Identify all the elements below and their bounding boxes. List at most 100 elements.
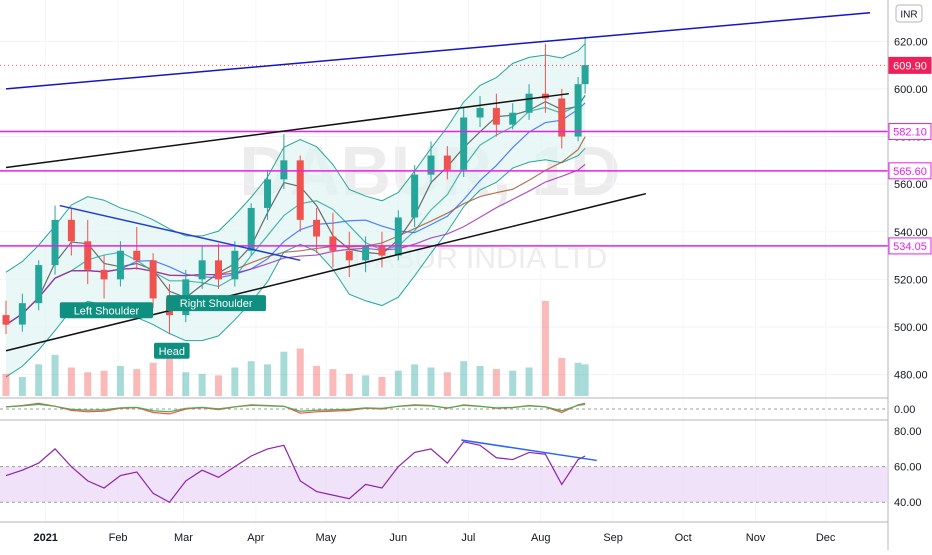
volume-bar (2, 373, 10, 396)
candle-body[interactable] (427, 155, 435, 175)
trendlines[interactable] (5, 12, 871, 352)
candle-body[interactable] (411, 174, 419, 218)
price-label-box (888, 162, 932, 180)
volume-bar (51, 354, 59, 396)
candle-body[interactable] (35, 265, 43, 304)
price-tick-label: 520.00 (894, 274, 928, 286)
price-label: 609.90 (893, 60, 927, 72)
oscillator-tick-label: 0.00 (894, 404, 915, 416)
rsi-line (5, 441, 586, 503)
trendline[interactable] (5, 92, 569, 169)
rsi-tick-label: 40.00 (894, 497, 922, 509)
candle-body[interactable] (296, 160, 304, 220)
time-tick-label: Mar (174, 532, 193, 544)
candle-body[interactable] (345, 250, 353, 261)
volume-bar (541, 301, 549, 396)
time-tick-label: Jun (389, 532, 407, 544)
candle-body[interactable] (214, 260, 222, 280)
volume-bar (133, 369, 141, 396)
annotation-label: Head (159, 346, 185, 358)
price-label-box (888, 237, 932, 255)
volume-bar (581, 364, 589, 396)
candle-body[interactable] (116, 250, 124, 280)
candle-body[interactable] (67, 219, 75, 242)
candle-body[interactable] (84, 241, 92, 270)
candle-body[interactable] (133, 250, 141, 261)
volume-bar (214, 375, 222, 396)
volume-bar (149, 362, 157, 396)
candle-body[interactable] (492, 107, 500, 125)
volume-bar (182, 372, 190, 396)
volume-bar (296, 348, 304, 396)
price-tick-label: 620.00 (894, 36, 928, 48)
candle-body[interactable] (280, 160, 288, 180)
price-tick-label: 500.00 (894, 322, 928, 334)
candle-body[interactable] (100, 269, 108, 280)
candle-body[interactable] (247, 207, 255, 251)
volume-bar (558, 358, 566, 396)
candle-body[interactable] (231, 250, 239, 280)
rsi-tick-label: 60.00 (894, 462, 922, 474)
time-tick-label: 2021 (33, 532, 57, 544)
candle-body[interactable] (18, 303, 26, 325)
horizontal-levels[interactable] (0, 64, 888, 247)
candle-body[interactable] (476, 107, 484, 118)
candle-body[interactable] (394, 217, 402, 256)
currency-badge-label: INR (900, 10, 917, 21)
time-axis[interactable]: 2021 Feb Mar Apr May Jun Jul Aug Sep Oct Nov Dec (33, 532, 835, 544)
candle-body[interactable] (378, 246, 386, 256)
currency-badge-box[interactable] (895, 4, 923, 23)
candle-body[interactable] (313, 219, 321, 237)
time-tick-label: Feb (109, 532, 128, 544)
candle-body[interactable] (362, 246, 370, 261)
price-tick-label: 540.00 (894, 227, 928, 239)
candle-body[interactable] (443, 155, 451, 170)
volume-bar (378, 377, 386, 396)
price-label-box (888, 123, 932, 141)
volume-bar (525, 367, 533, 396)
volume-bar (329, 369, 337, 396)
upper-band-line (5, 43, 586, 273)
time-tick-label: Jul (461, 532, 475, 544)
annotation-label: Left Shoulder (74, 305, 140, 317)
price-axis[interactable]: 480.00500.00520.00540.00560.00580.00600.… (888, 36, 932, 509)
price-label: 582.10 (893, 127, 927, 139)
candle-body[interactable] (558, 98, 566, 137)
trendline[interactable] (59, 204, 301, 262)
volume-bar (443, 372, 451, 396)
candle-body[interactable] (329, 236, 337, 251)
price-label: 534.05 (893, 241, 927, 253)
time-tick-label: Oct (675, 532, 692, 544)
volume-bar (492, 369, 500, 396)
volume-bar (460, 361, 468, 396)
trendline[interactable] (5, 192, 647, 352)
volume-bar (476, 365, 484, 396)
trendline[interactable] (5, 12, 871, 90)
volume-bar (116, 365, 124, 396)
candle-body[interactable] (149, 260, 157, 299)
candle-body[interactable] (198, 260, 206, 280)
candle-body[interactable] (574, 84, 582, 137)
oscillator-pane (0, 402, 888, 415)
volume-bar (509, 370, 517, 396)
candle-body[interactable] (51, 219, 59, 266)
time-tick-label: May (316, 532, 337, 544)
volume-bar (394, 370, 402, 396)
volume-bar (247, 361, 255, 396)
rsi-divergence-line[interactable] (461, 439, 597, 462)
candle-body[interactable] (460, 117, 468, 170)
candle-body[interactable] (581, 65, 589, 85)
candle-body[interactable] (509, 112, 517, 125)
candle-body[interactable] (525, 93, 533, 113)
volume-bar (427, 367, 435, 396)
volume-bar (84, 372, 92, 396)
volume-bar (345, 373, 353, 396)
candle-body[interactable] (2, 315, 10, 325)
currency-badge[interactable]: INR (895, 4, 923, 23)
candle-body[interactable] (264, 179, 272, 208)
volume-bar (67, 367, 75, 396)
volume-bar (165, 358, 173, 396)
time-tick-label: Aug (531, 532, 551, 544)
